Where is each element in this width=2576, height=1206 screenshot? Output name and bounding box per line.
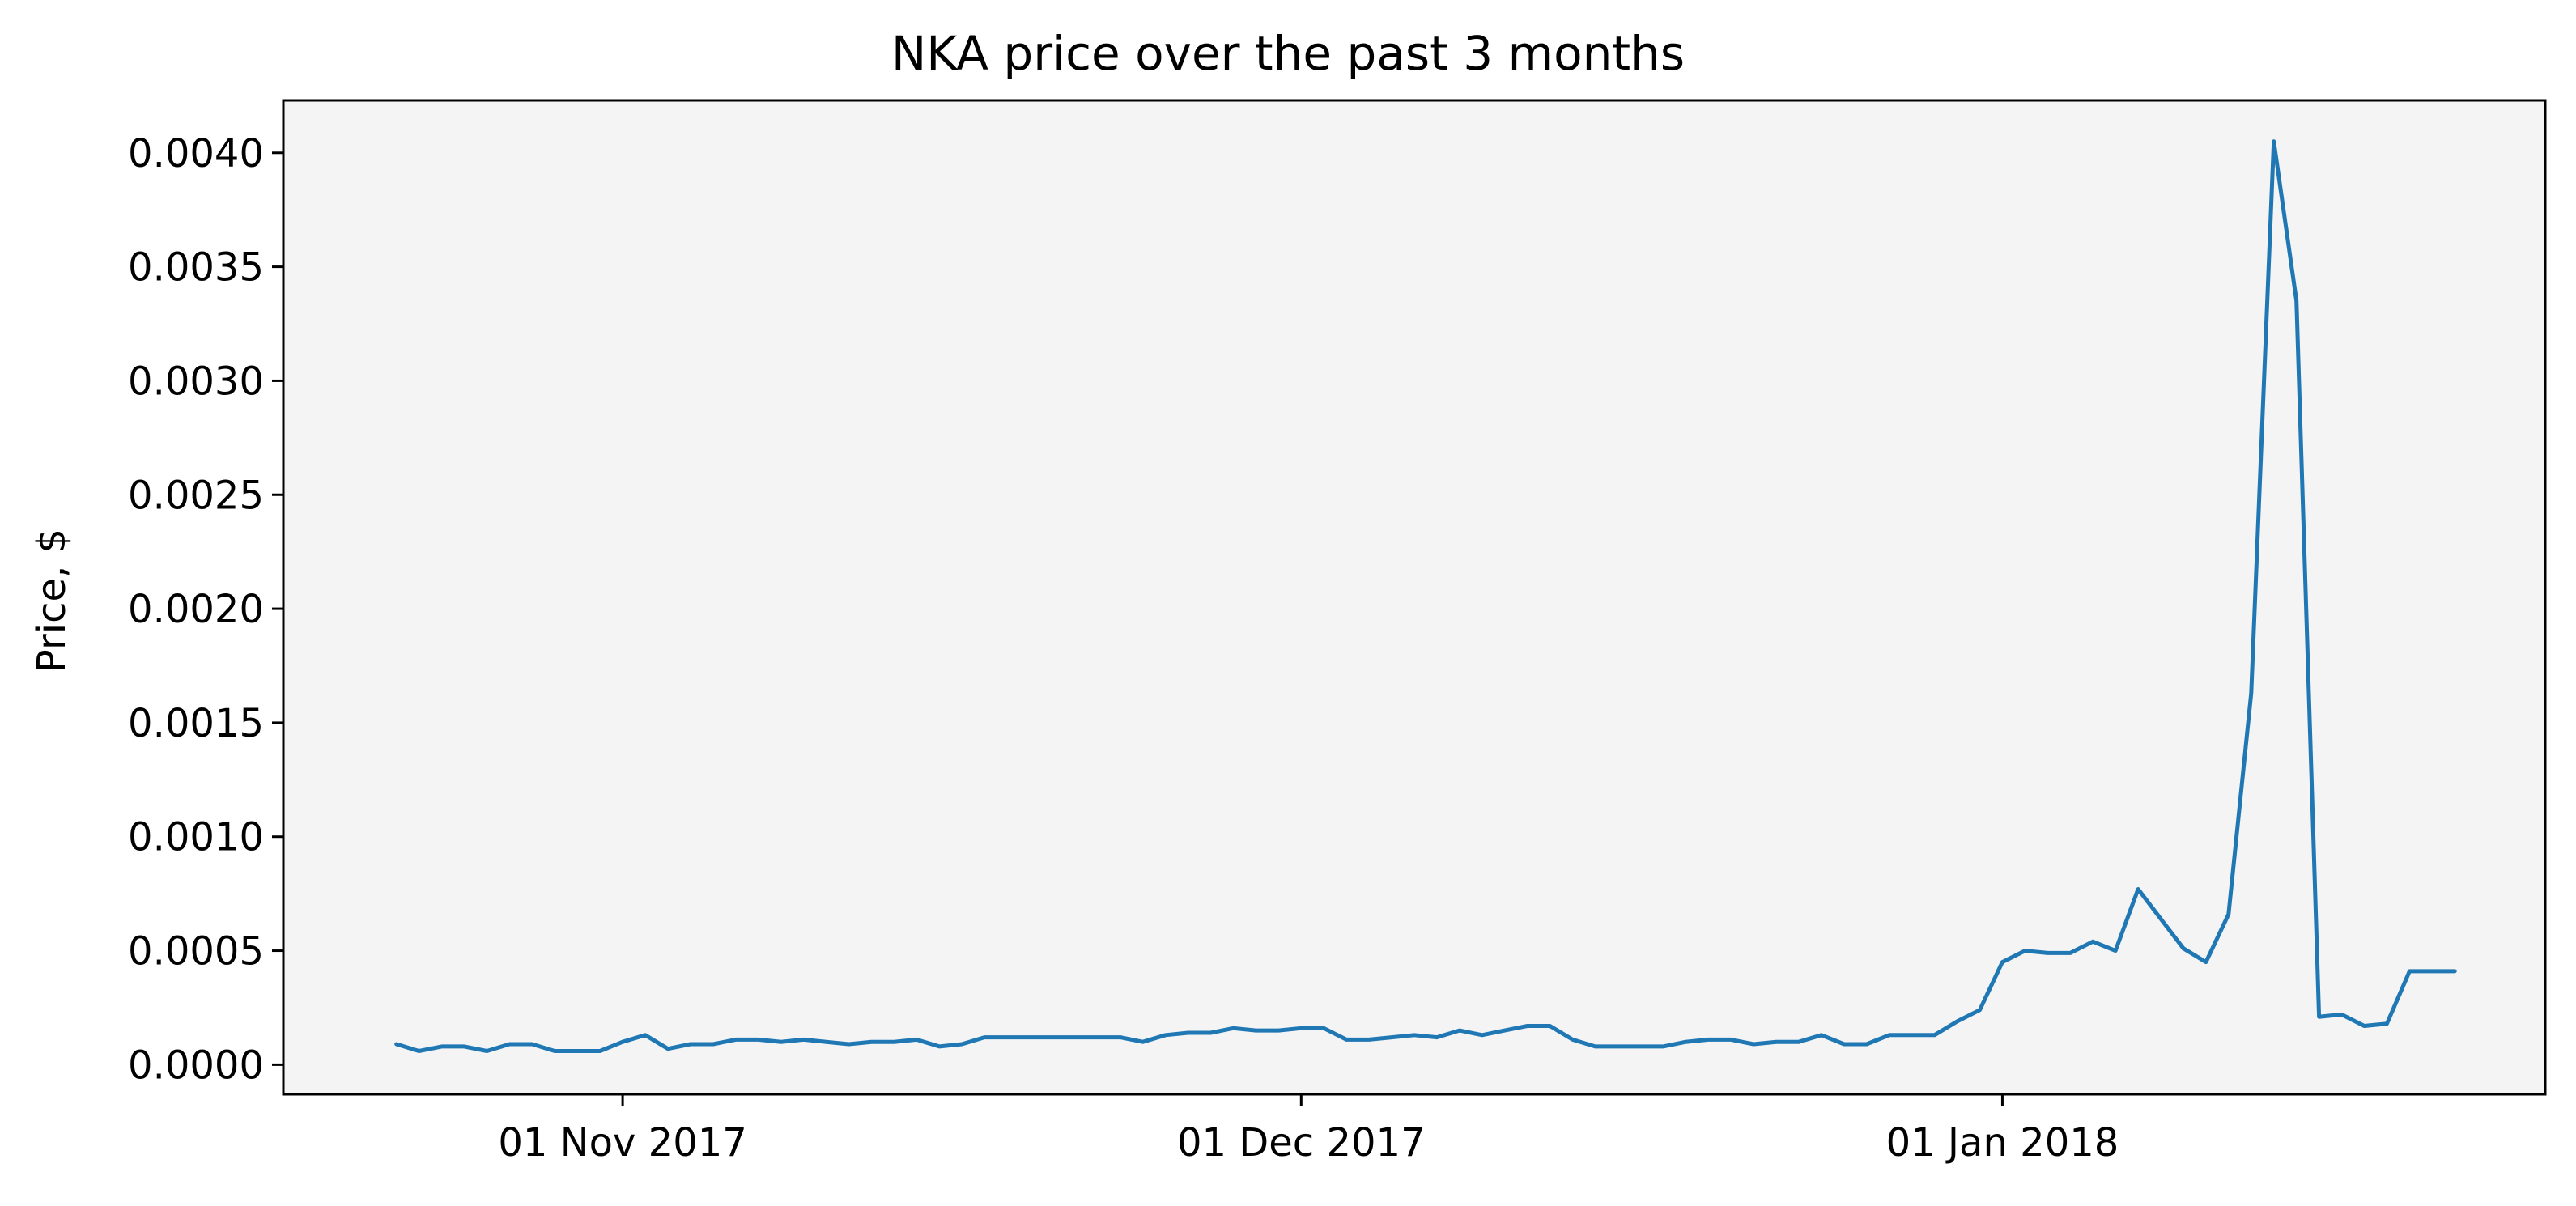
y-tick-label: 0.0000 (128, 1043, 264, 1088)
y-tick-label: 0.0040 (128, 131, 264, 176)
y-tick-label: 0.0010 (128, 815, 264, 860)
x-tick-label: 01 Nov 2017 (498, 1120, 746, 1166)
series-group (394, 139, 2457, 1053)
chart-title: NKA price over the past 3 months (891, 26, 1685, 81)
y-axis: 0.0000 0.0005 0.0010 0.0015 0.0020 0.0025 0.00… (128, 131, 283, 1088)
y-tick-label: 0.0025 (128, 473, 264, 518)
price-series-line (394, 139, 2457, 1053)
y-tick-label: 0.0005 (128, 929, 264, 975)
y-tick-label: 0.0035 (128, 245, 264, 291)
x-axis: 01 Nov 2017 01 Dec 2017 01 Jan 2018 (498, 1094, 2119, 1166)
x-tick-label: 01 Dec 2017 (1177, 1120, 1426, 1166)
y-tick-label: 0.0020 (128, 587, 264, 632)
y-tick-label: 0.0015 (128, 701, 264, 746)
y-axis-label: Price, $ (29, 529, 74, 673)
plot-area (282, 99, 2547, 1096)
y-tick-label: 0.0030 (128, 359, 264, 404)
x-tick-label: 01 Jan 2018 (1886, 1120, 2119, 1166)
